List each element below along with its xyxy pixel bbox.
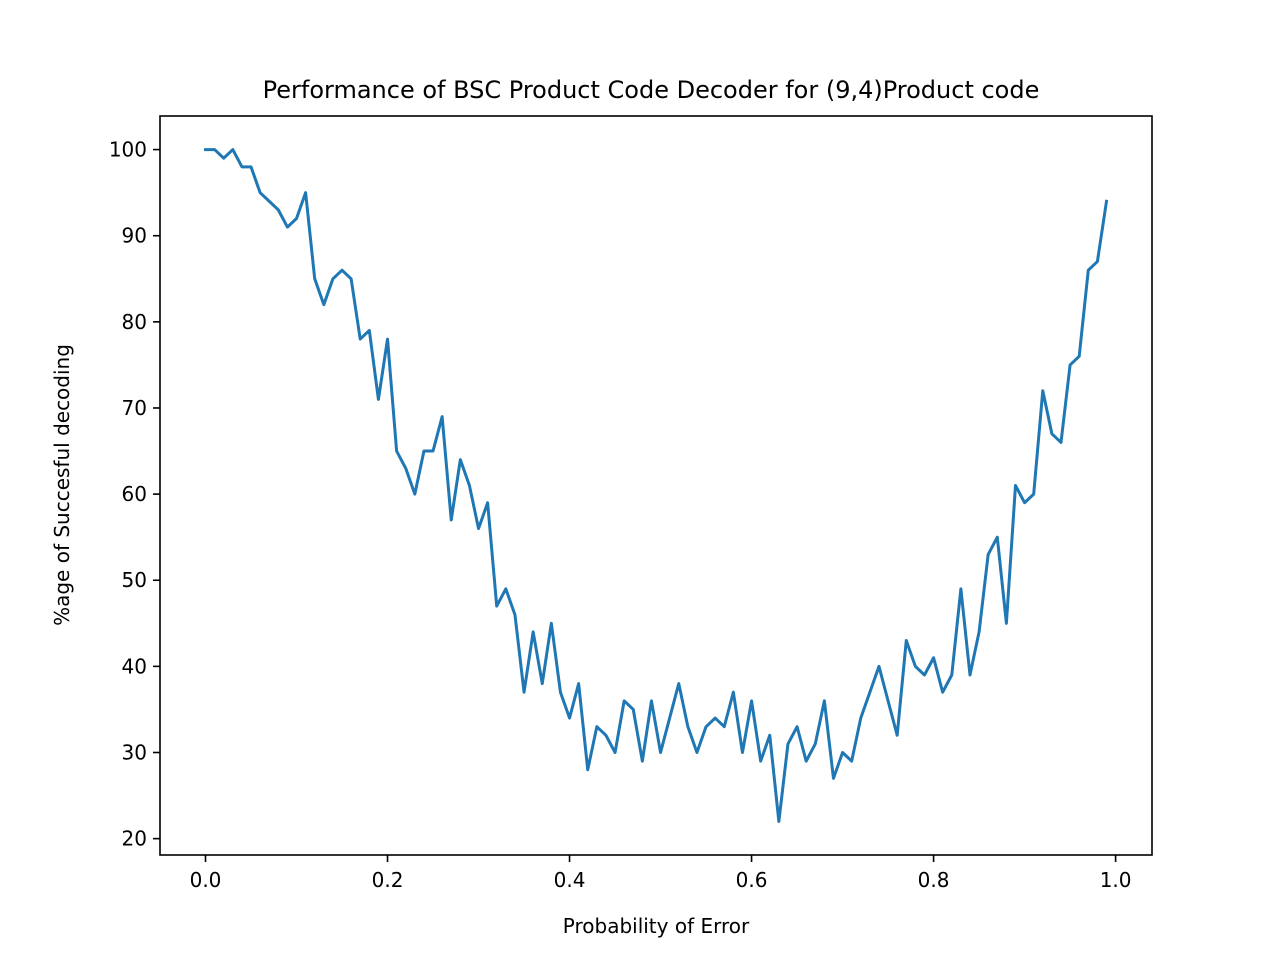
x-tick-label: 1.0	[1100, 868, 1132, 892]
y-tick-label: 80	[122, 310, 147, 334]
y-tick-label: 70	[122, 396, 147, 420]
y-tick-label: 90	[122, 224, 147, 248]
y-tick-label: 60	[122, 482, 147, 506]
x-tick-label: 0.6	[736, 868, 768, 892]
y-tick-label: 40	[122, 654, 147, 678]
y-axis-ticks: 20 30 40 50 60 70 80 90 100	[109, 138, 160, 851]
plot-area	[204, 148, 1109, 823]
x-tick-label: 0.0	[190, 868, 222, 892]
x-axis-title: Probability of Error	[563, 914, 750, 938]
axes-frame	[159, 115, 1153, 856]
y-tick-label: 100	[109, 138, 147, 162]
x-tick-label: 0.8	[918, 868, 950, 892]
y-tick-label: 30	[122, 741, 147, 765]
series-line-0	[204, 148, 1109, 823]
x-axis-ticks: 0.0 0.2 0.4 0.6 0.8 1.0	[190, 855, 1132, 892]
y-tick-label: 20	[122, 827, 147, 851]
x-tick-label: 0.2	[372, 868, 404, 892]
y-axis-title: %age of Succesful decoding	[50, 344, 74, 626]
x-tick-label: 0.4	[554, 868, 586, 892]
y-tick-label: 50	[122, 568, 147, 592]
chart-title: Performance of BSC Product Code Decoder …	[263, 76, 1040, 104]
